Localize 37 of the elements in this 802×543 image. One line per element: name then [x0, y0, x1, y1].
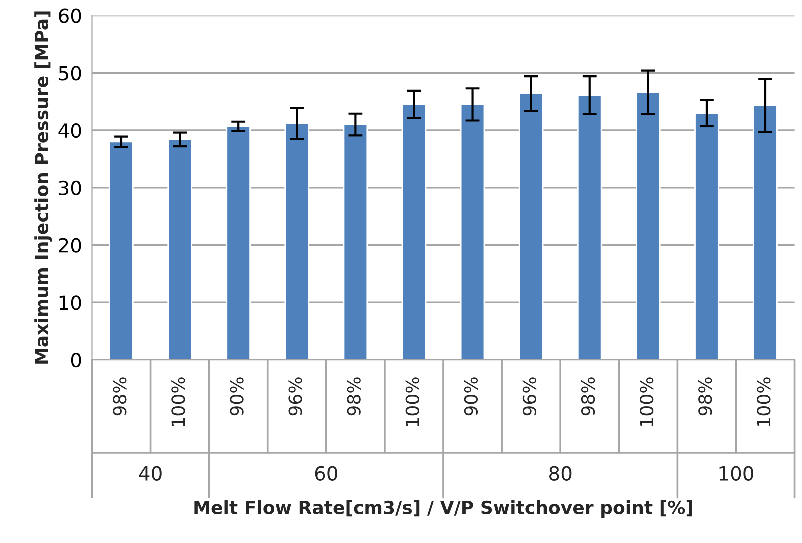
x-tick-label: 100% — [406, 378, 420, 426]
x-axis-title: Melt Flow Rate[cm3/s] / V/P Switchover point [%] — [194, 500, 692, 518]
bar — [402, 104, 427, 360]
x-tick-label: 100% — [640, 378, 654, 426]
bar — [694, 112, 720, 360]
x-tick-label: 100% — [172, 378, 186, 426]
x-tick-label: 96% — [522, 378, 537, 416]
bar — [226, 126, 251, 360]
text: 60 — [315, 466, 338, 481]
y-tick-label: 10 — [60, 296, 82, 310]
y-axis-title: Maximum Injection Pressure [MPa] — [34, 12, 52, 364]
bar — [460, 104, 486, 360]
y-tick-label: 20 — [59, 238, 82, 253]
bar — [518, 93, 544, 360]
bar — [168, 138, 192, 360]
bar — [753, 105, 778, 360]
y-tick-label: 60 — [59, 8, 82, 24]
x-tick-label: 98% — [581, 378, 596, 416]
x-tick-label: 100% — [757, 378, 771, 426]
y-tick-label: 0 — [71, 352, 82, 368]
text: 80 — [550, 466, 572, 481]
x-tick-label: 98% — [113, 378, 127, 416]
text: 100 — [720, 466, 754, 481]
bar — [636, 92, 661, 360]
bar — [109, 141, 134, 360]
x-tick-label: 96% — [288, 378, 302, 416]
bar — [577, 94, 602, 360]
y-tick-label: 50 — [59, 66, 82, 81]
x-tick-label: 98% — [698, 378, 712, 416]
y-tick-label: 30 — [59, 180, 82, 196]
text: 40 — [139, 466, 162, 481]
x-tick-label: 90% — [230, 378, 244, 416]
bar — [284, 122, 310, 360]
x-tick-label: 98% — [347, 378, 361, 416]
bar — [343, 124, 368, 360]
x-tick-label: 90% — [464, 378, 478, 416]
y-tick-label: 40 — [58, 123, 82, 138]
